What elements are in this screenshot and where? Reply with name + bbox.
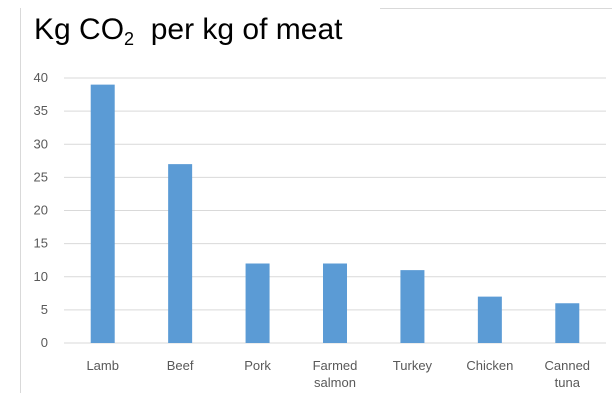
- y-tick-label: 0: [41, 335, 48, 350]
- y-tick-label: 15: [34, 236, 48, 251]
- y-tick-label: 40: [34, 70, 48, 85]
- bar: [555, 303, 580, 343]
- chart-title-prefix: Kg CO: [34, 13, 125, 46]
- y-tick-label: 35: [34, 103, 48, 118]
- x-category-label: Lamb: [86, 358, 119, 373]
- chart-title-suffix: per kg of meat: [134, 13, 343, 46]
- y-tick-label: 20: [34, 203, 48, 218]
- x-category-label: Turkey: [393, 358, 433, 373]
- chart-frame-top-border: [380, 8, 612, 9]
- y-tick-label: 30: [34, 136, 48, 151]
- x-category-label: Beef: [167, 358, 194, 373]
- y-tick-label: 10: [34, 269, 48, 284]
- bar: [323, 263, 347, 343]
- y-tick-label: 25: [34, 169, 48, 184]
- chart-title: Kg CO2 per kg of meat: [34, 10, 342, 59]
- bar: [168, 164, 193, 343]
- y-tick-label: 5: [41, 302, 48, 317]
- x-category-label: Chicken: [466, 358, 513, 373]
- bar: [400, 270, 425, 343]
- x-category-label: Canned tuna: [545, 358, 591, 390]
- bar: [90, 84, 115, 343]
- bar: [245, 263, 270, 343]
- chart-frame-left-border: [20, 8, 21, 393]
- x-category-label: Pork: [244, 358, 271, 373]
- x-category-label: Farmed salmon: [313, 358, 358, 390]
- bar: [477, 296, 502, 343]
- chart-title-subscript: 2: [124, 29, 135, 49]
